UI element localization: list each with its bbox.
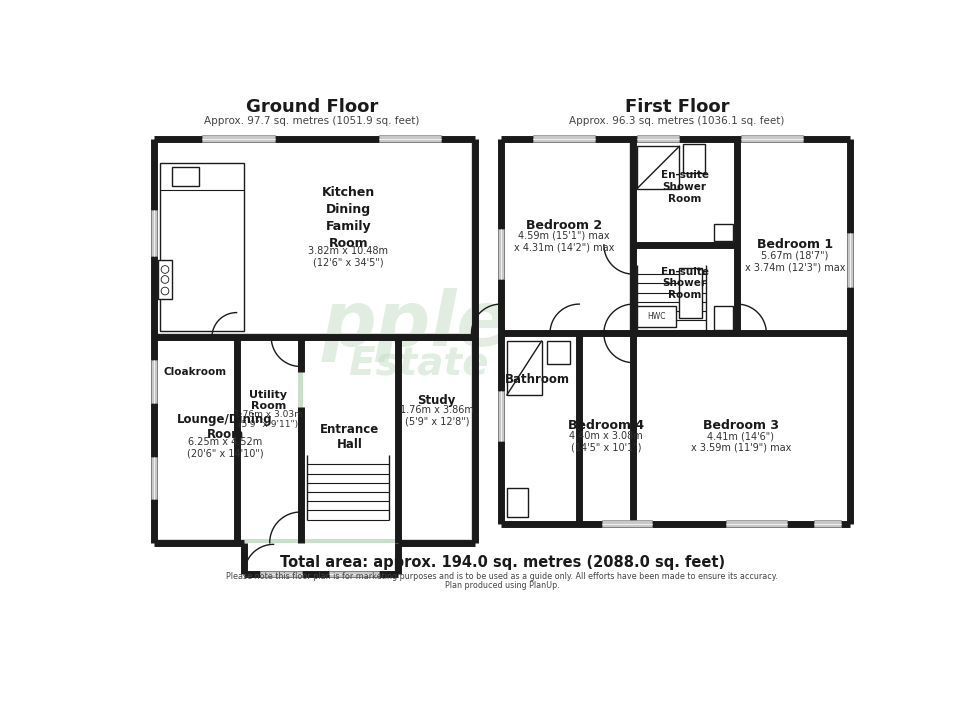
Text: En-suite
Shower
Room: En-suite Shower Room	[661, 170, 709, 204]
Text: Study: Study	[417, 394, 456, 407]
Text: Estate Agents: Estate Agents	[349, 345, 656, 383]
Bar	[158, 142, 471, 333]
Bar	[507, 488, 528, 518]
Text: Bedroom 3: Bedroom 3	[703, 419, 779, 432]
Text: 4.41m (14'6")
x 3.59m (11'9") max: 4.41m (14'6") x 3.59m (11'9") max	[691, 431, 791, 453]
Text: 1.76m x 3.03m
(5'9" x 9'11"): 1.76m x 3.03m (5'9" x 9'11")	[234, 410, 303, 429]
Bar	[547, 341, 570, 364]
Bar	[154, 337, 301, 543]
Bar	[158, 337, 297, 539]
Bar	[637, 135, 679, 142]
Text: HWC: HWC	[647, 312, 665, 321]
Text: 4.40m x 3.08m
(14'5" x 10'1"): 4.40m x 3.08m (14'5" x 10'1")	[569, 431, 643, 453]
Bar	[714, 306, 733, 330]
Bar	[379, 135, 441, 142]
Bar	[401, 337, 471, 539]
Text: Plan produced using PlanUp.: Plan produced using PlanUp.	[445, 581, 560, 590]
Text: Approx. 96.3 sq. metres (1036.1 sq. feet): Approx. 96.3 sq. metres (1036.1 sq. feet…	[569, 116, 785, 126]
Text: Approx. 97.7 sq. metres (1051.9 sq. feet): Approx. 97.7 sq. metres (1051.9 sq. feet…	[205, 116, 419, 126]
Text: ppleby's: ppleby's	[322, 288, 682, 363]
Bar	[637, 146, 679, 189]
Bar	[505, 142, 629, 330]
Text: Please note this floor plan is for marketing purposes and is to be used as a gui: Please note this floor plan is for marke…	[226, 572, 778, 581]
Bar	[398, 337, 475, 543]
Bar	[329, 570, 379, 577]
Bar	[151, 210, 158, 256]
Bar	[581, 335, 631, 521]
Bar	[501, 333, 851, 523]
Bar	[151, 360, 158, 403]
Bar	[714, 224, 733, 241]
Bar	[151, 456, 158, 499]
Text: Total area: approx. 194.0 sq. metres (2088.0 sq. feet): Total area: approx. 194.0 sq. metres (20…	[279, 555, 725, 570]
Bar	[635, 247, 735, 331]
Text: Lounge/Dining
Room: Lounge/Dining Room	[177, 414, 272, 441]
Bar	[301, 337, 398, 543]
Bar	[679, 268, 703, 318]
Text: Bedroom 4: Bedroom 4	[568, 419, 644, 432]
Bar	[202, 135, 275, 142]
Text: 1.76m x 3.86m
(5'9" x 12'8"): 1.76m x 3.86m (5'9" x 12'8")	[400, 405, 473, 426]
Bar	[158, 337, 236, 539]
Bar	[154, 337, 301, 543]
Bar	[158, 260, 172, 299]
Text: Utility
Room: Utility Room	[249, 389, 287, 411]
Bar	[740, 141, 848, 331]
Text: Bedroom 2: Bedroom 2	[526, 219, 602, 232]
Text: Entrance
Hall: Entrance Hall	[320, 424, 379, 451]
Bar	[725, 520, 787, 527]
Bar	[501, 139, 851, 333]
Bar	[498, 229, 504, 280]
Bar	[154, 139, 475, 337]
Text: Kitchen
Dining
Family
Room: Kitchen Dining Family Room	[321, 186, 375, 250]
Bar	[741, 135, 803, 142]
Bar	[172, 167, 199, 187]
Bar	[635, 141, 735, 243]
Bar	[161, 163, 244, 331]
Bar	[239, 337, 298, 539]
Text: 6.25m x 4.52m
(20'6" x 14'10"): 6.25m x 4.52m (20'6" x 14'10")	[187, 436, 264, 458]
Text: 4.59m (15'1") max
x 4.31m (14'2") max: 4.59m (15'1") max x 4.31m (14'2") max	[514, 231, 614, 253]
Text: Cloakroom: Cloakroom	[164, 367, 226, 377]
Bar	[637, 305, 675, 328]
Bar	[683, 144, 705, 173]
Bar	[507, 341, 542, 395]
Text: Bathroom: Bathroom	[505, 373, 569, 386]
Bar	[503, 335, 577, 521]
Bar	[847, 234, 854, 287]
Bar	[814, 520, 841, 527]
Bar	[635, 335, 848, 521]
Bar	[603, 520, 653, 527]
Text: 3.82m x 10.48m
(12'6" x 34'5"): 3.82m x 10.48m (12'6" x 34'5")	[309, 246, 388, 267]
Bar	[260, 570, 302, 577]
Text: 5.67m (18'7")
x 3.74m (12'3") max: 5.67m (18'7") x 3.74m (12'3") max	[745, 251, 845, 273]
Bar	[533, 135, 595, 142]
Bar	[303, 337, 396, 539]
Bar	[498, 391, 504, 441]
Text: Bedroom 1: Bedroom 1	[757, 239, 833, 251]
Text: First Floor: First Floor	[625, 98, 729, 116]
Text: Ground Floor: Ground Floor	[246, 98, 378, 116]
Text: En-suite
Shower
Room: En-suite Shower Room	[661, 267, 709, 300]
